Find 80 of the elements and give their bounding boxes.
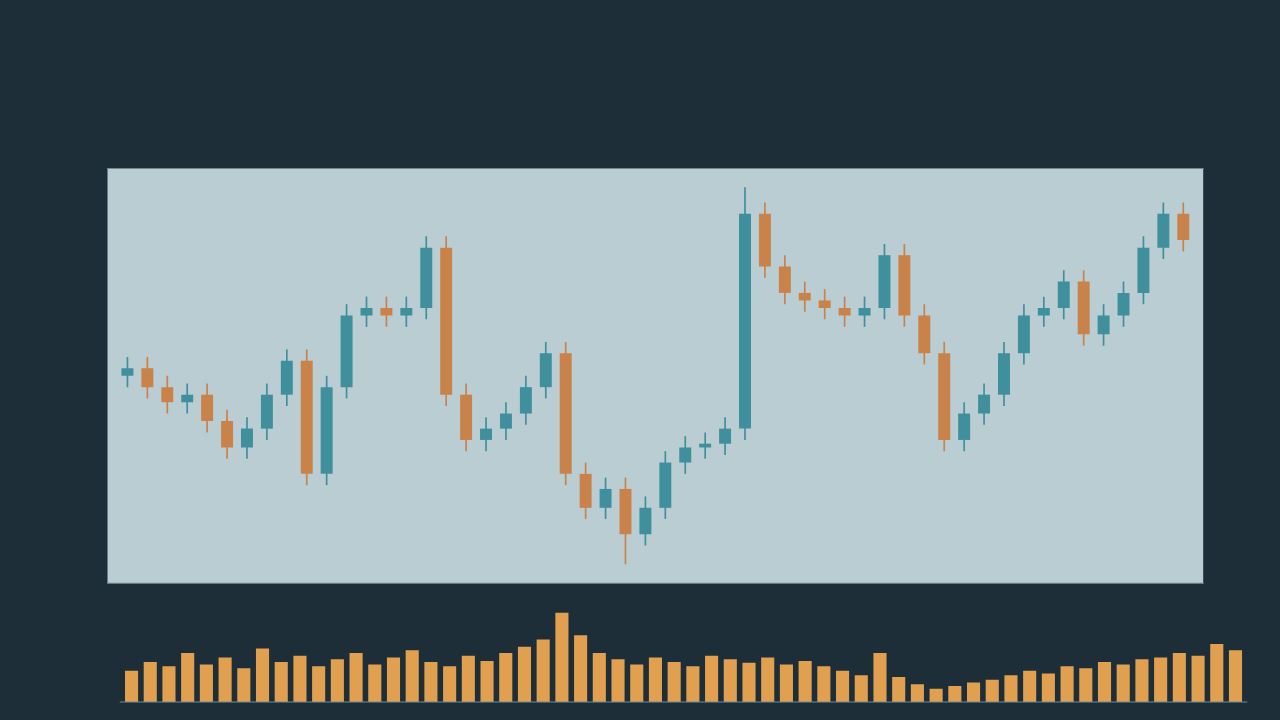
candlestick bbox=[400, 295, 413, 328]
candlestick bbox=[1037, 295, 1050, 328]
candlestick bbox=[181, 382, 194, 415]
bar bbox=[1004, 675, 1018, 702]
bar bbox=[181, 652, 195, 702]
candlestick bbox=[161, 375, 174, 415]
candlestick bbox=[360, 295, 373, 328]
bar bbox=[274, 661, 288, 702]
bar bbox=[648, 657, 662, 702]
bar bbox=[237, 668, 251, 702]
candlestick bbox=[798, 280, 811, 313]
candlestick bbox=[719, 416, 732, 456]
bar bbox=[798, 660, 812, 702]
candlestick bbox=[380, 295, 393, 328]
bar bbox=[873, 652, 887, 702]
bar bbox=[1172, 652, 1186, 702]
bar bbox=[125, 670, 139, 702]
bar bbox=[536, 639, 550, 702]
bar bbox=[499, 652, 513, 702]
candlestick bbox=[499, 401, 512, 441]
bar bbox=[1154, 657, 1168, 702]
bar bbox=[985, 679, 999, 702]
bar bbox=[723, 659, 737, 702]
candlestick bbox=[141, 356, 154, 400]
bar bbox=[1097, 661, 1112, 702]
bar bbox=[742, 662, 756, 702]
bar bbox=[312, 666, 326, 702]
candlestick bbox=[480, 416, 492, 453]
bar bbox=[405, 650, 419, 702]
candlestick bbox=[818, 288, 831, 321]
bar bbox=[162, 666, 176, 702]
bar bbox=[1060, 666, 1074, 702]
candlestick bbox=[599, 476, 612, 520]
bar bbox=[199, 664, 213, 702]
candlestick bbox=[679, 435, 692, 475]
bar bbox=[705, 655, 719, 702]
bar bbox=[910, 684, 924, 702]
bar bbox=[686, 666, 700, 702]
candlestick bbox=[1117, 280, 1130, 328]
candlestick bbox=[838, 295, 851, 328]
bar bbox=[892, 677, 906, 702]
bar bbox=[574, 635, 588, 702]
bar bbox=[255, 648, 270, 702]
bar bbox=[349, 652, 363, 702]
bar bbox=[517, 646, 532, 702]
bar bbox=[1116, 664, 1130, 702]
bar bbox=[424, 661, 438, 702]
bar bbox=[1079, 668, 1093, 702]
bar bbox=[461, 655, 475, 702]
candlestick bbox=[858, 295, 871, 328]
bar bbox=[611, 659, 625, 702]
bar bbox=[630, 664, 644, 702]
bar bbox=[761, 657, 775, 702]
bar bbox=[1228, 650, 1243, 702]
bar bbox=[386, 657, 401, 702]
bar bbox=[293, 655, 307, 702]
bar bbox=[1023, 670, 1037, 702]
candlestick bbox=[240, 416, 253, 460]
bar bbox=[948, 685, 962, 702]
bar bbox=[218, 657, 232, 702]
bar bbox=[480, 660, 494, 702]
bar bbox=[836, 670, 850, 702]
bar bbox=[779, 664, 793, 702]
candlestick bbox=[1097, 303, 1110, 347]
bar bbox=[817, 666, 831, 702]
bar bbox=[330, 659, 344, 702]
bar bbox=[555, 612, 569, 702]
bar bbox=[1191, 655, 1205, 702]
bar bbox=[1210, 644, 1224, 702]
bar bbox=[1041, 673, 1055, 702]
bar bbox=[443, 666, 457, 702]
bar bbox=[592, 652, 606, 702]
bar bbox=[966, 682, 981, 702]
bar bbox=[854, 675, 868, 702]
candlestick bbox=[978, 382, 991, 426]
bar bbox=[368, 664, 382, 702]
bar bbox=[143, 661, 157, 702]
candlestick bbox=[121, 356, 134, 388]
bar bbox=[1135, 659, 1149, 702]
bar bbox=[667, 661, 681, 702]
